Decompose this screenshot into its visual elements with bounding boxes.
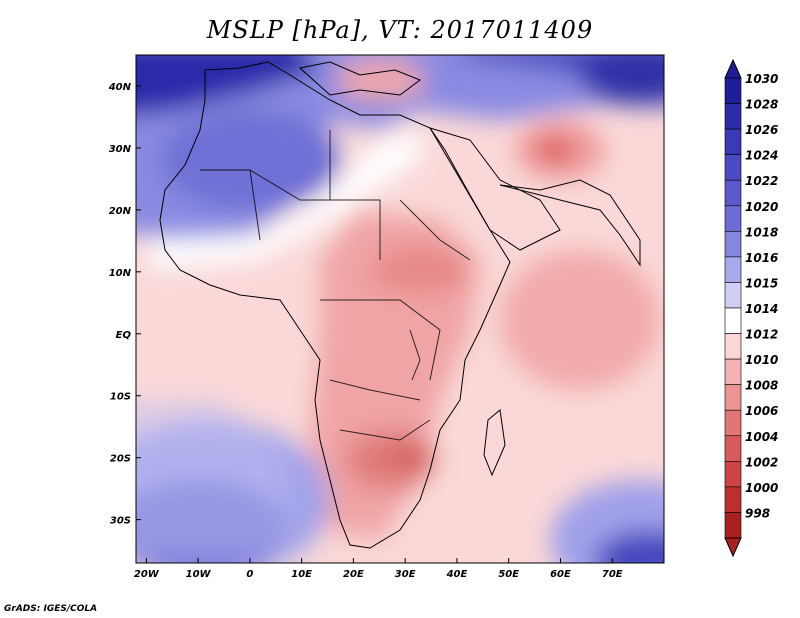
lat-tick-label: 20S [110,454,131,465]
colorbar-top-arrow [724,58,742,79]
lon-tick-label: 30E [395,569,416,580]
colorbar-swatch [724,384,742,411]
lat-tick-label: 30N [109,144,132,155]
colorbar-label: 1010 [745,353,778,367]
colorbar-swatch [724,307,742,334]
lon-tick-label: 20E [343,569,364,580]
colorbar-swatch [724,358,742,385]
colorbar-swatch [724,333,742,360]
coastlines [159,61,641,549]
lat-tick-label: 20N [109,206,132,217]
lat-tick-label: EQ [116,330,132,341]
colorbar-label: 1004 [745,430,778,444]
colorbar-swatch [724,179,742,207]
colorbar-label: 1008 [745,379,778,393]
colorbar-label: 1000 [745,481,778,495]
colorbar-label: 1028 [745,98,778,112]
lon-tick-label: 10E [291,569,312,580]
colorbar-label: 1015 [745,276,778,290]
colorbar-swatch [724,231,742,258]
lon-tick-label: 20W [134,569,160,580]
colorbar-swatch [724,512,742,539]
colorbar-swatch [724,77,742,104]
lat-tick-label: 30S [110,516,131,527]
colorbar-label: 1012 [745,328,778,342]
pressure-field [136,55,664,563]
lon-tick-label: 50E [498,569,519,580]
colorbar-swatch [724,256,742,283]
lon-tick-label: 40E [446,569,468,580]
colorbar-swatch [724,409,742,437]
lon-tick-label: 60E [550,569,571,580]
colorbar-bottom-arrow [724,537,742,558]
lat-tick-label: 10S [110,392,131,403]
colorbar-label: 1024 [745,149,778,163]
axis-ticks: 20W 10W 0 10E 20E 30E 40E 50E 60E 70E 40N 30N 20N 10N… [108,82,623,580]
colorbar-swatch [724,154,742,181]
colorbar-swatch [724,486,742,513]
lon-tick-label: 0 [246,569,253,580]
colorbar-label: 1016 [745,251,778,265]
colorbar-label: 1022 [745,174,778,188]
colorbar-label: 998 [745,506,770,520]
lat-tick-label: 40N [108,82,132,93]
colorbar: 1030 1028 1026 1024 1022 1020 1018 1016 1015 1014… [724,58,778,558]
lon-tick-label: 70E [602,569,623,580]
lon-tick-label: 10W [186,569,212,580]
colorbar-label: 1030 [745,72,778,86]
colorbar-swatch [724,103,742,130]
colorbar-label: 1026 [745,123,778,137]
colorbar-label: 1018 [745,225,778,239]
colorbar-label: 1006 [745,404,778,418]
colorbar-swatch [724,128,742,155]
colorbar-swatch [724,205,742,232]
colorbar-swatch [724,461,742,488]
colorbar-swatch [724,435,742,462]
colorbar-label: 1002 [745,455,778,469]
grads-credit: GrADS: IGES/COLA [4,604,98,614]
plot-frame [135,54,665,564]
colorbar-label: 1020 [745,200,778,214]
lat-tick-label: 10N [109,268,132,279]
colorbar-swatch [724,282,742,309]
colorbar-label: 1014 [745,302,778,316]
chart-title: MSLP [hPa], VT: 2017011409 [206,16,594,44]
